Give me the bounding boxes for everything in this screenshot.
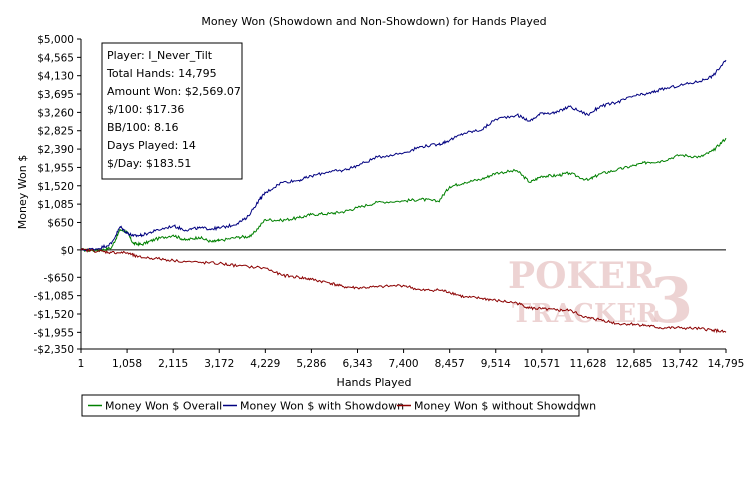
y-tick-label: $2,390 xyxy=(37,144,74,156)
y-tick-label: $0 xyxy=(61,245,74,257)
y-tick-label: -$650 xyxy=(43,272,74,284)
y-tick-label: $4,565 xyxy=(37,52,74,64)
y-tick-label: -$1,520 xyxy=(33,309,74,321)
x-tick-label: 4,229 xyxy=(250,358,280,370)
x-tick-label: 1 xyxy=(78,358,85,370)
x-tick-label: 10,571 xyxy=(523,358,560,370)
y-tick-label: $1,085 xyxy=(37,199,74,211)
stats-amount-won: Amount Won: $2,569.07 xyxy=(107,85,241,98)
stats-days-played: Days Played: 14 xyxy=(107,139,196,152)
plot-area: $5,000 $4,565 $4,130 $3,695 $3,260 $2,825 $2,3… xyxy=(33,34,744,370)
y-tick-label: $650 xyxy=(47,217,74,229)
stats-box: Player: I_Never_Tilt Total Hands: 14,795… xyxy=(101,42,243,180)
y-tick-label: $4,130 xyxy=(37,71,74,83)
x-tick-label: 3,172 xyxy=(204,358,234,370)
x-tick-label: 8,457 xyxy=(435,358,465,370)
x-tick-label: 7,400 xyxy=(389,358,419,370)
svg-text:POKER: POKER xyxy=(508,255,656,297)
x-tick-label: 11,628 xyxy=(570,358,607,370)
stats-total-hands: Total Hands: 14,795 xyxy=(106,67,217,80)
legend-label-overall: Money Won $ Overall xyxy=(105,400,222,413)
y-tick-label: -$1,085 xyxy=(33,291,74,303)
y-tick-label: $5,000 xyxy=(37,34,74,46)
x-tick-label: 13,742 xyxy=(662,358,699,370)
series-line-showdown xyxy=(80,59,727,252)
chart-title: Money Won (Showdown and Non-Showdown) fo… xyxy=(201,15,546,28)
y-tick-label: $3,695 xyxy=(37,89,74,101)
x-tick-label: 1,058 xyxy=(112,358,142,370)
x-tick-label: 14,795 xyxy=(708,358,745,370)
pokertracker-watermark: POKER TRACKER 3 xyxy=(508,255,693,337)
y-tick-label: -$1,955 xyxy=(33,327,74,339)
y-tick-label: -$2,350 xyxy=(33,344,74,356)
x-axis-label: Hands Played xyxy=(337,376,412,389)
y-tick-label: $1,520 xyxy=(37,181,74,193)
legend-label-non-showdown: Money Won $ without Showdown xyxy=(414,400,596,413)
legend: Money Won $ Overall Money Won $ with Sho… xyxy=(81,394,596,417)
y-tick-label: $3,260 xyxy=(37,107,74,119)
stats-per-100: $/100: $17.36 xyxy=(107,103,184,116)
y-axis-label: Money Won $ xyxy=(16,155,29,229)
legend-label-showdown: Money Won $ with Showdown xyxy=(240,400,404,413)
y-tick-label: $2,825 xyxy=(37,126,74,138)
svg-text:3: 3 xyxy=(650,264,693,337)
series-line-overall xyxy=(80,137,727,253)
stats-bb-100: BB/100: 8.16 xyxy=(107,121,179,134)
series-line-non-showdown xyxy=(80,248,727,334)
x-tick-label: 9,514 xyxy=(481,358,511,370)
x-tick-label: 6,343 xyxy=(342,358,372,370)
x-tick-label: 2,115 xyxy=(158,358,188,370)
stats-per-day: $/Day: $183.51 xyxy=(107,157,191,170)
x-tick-label: 5,286 xyxy=(296,358,326,370)
stats-player: Player: I_Never_Tilt xyxy=(107,49,213,62)
y-tick-label: $1,955 xyxy=(37,162,74,174)
x-tick-label: 12,685 xyxy=(616,358,653,370)
